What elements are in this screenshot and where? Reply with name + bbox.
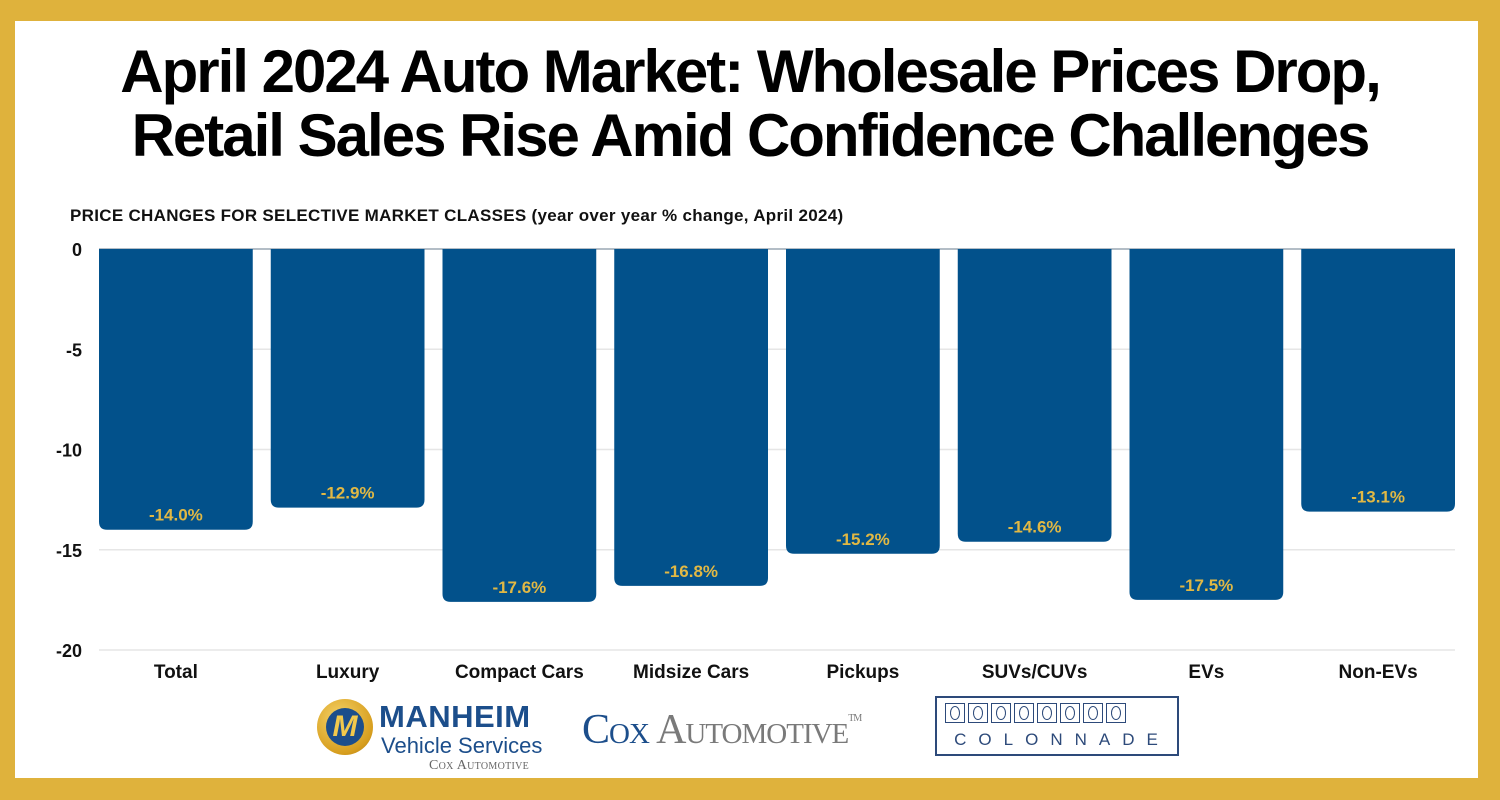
chart-subtitle: PRICE CHANGES FOR SELECTIVE MARKET CLASS… — [70, 206, 844, 225]
x-tick-label: Non-EVs — [1339, 662, 1418, 683]
bar — [442, 249, 597, 602]
automotive-word: Automotive — [648, 707, 849, 753]
data-label: -16.8% — [664, 562, 718, 581]
y-axis-ticks: 0 -5 -10 -15 -20 — [56, 240, 82, 661]
bar — [786, 249, 940, 554]
x-tick-label: Total — [154, 662, 198, 683]
manheim-emblem-icon: M — [317, 699, 373, 755]
bars — [99, 249, 1455, 602]
cox-word: Cox — [582, 707, 650, 753]
page-title: April 2024 Auto Market: Wholesale Prices… — [0, 40, 1500, 168]
bar — [957, 249, 1112, 542]
y-tick-label: -10 — [56, 441, 82, 461]
data-label: -14.6% — [1008, 518, 1062, 537]
data-label: -17.5% — [1179, 576, 1233, 595]
data-label: -17.6% — [492, 578, 546, 597]
y-tick-label: -15 — [56, 541, 82, 561]
data-label: -12.9% — [321, 484, 375, 503]
x-tick-label: Midsize Cars — [633, 662, 749, 683]
data-labels: -14.0% -12.9% -17.6% -16.8% -15.2% -14.6% -17.… — [149, 484, 1405, 597]
data-label: -13.1% — [1351, 488, 1405, 507]
y-tick-label: -20 — [56, 641, 82, 661]
x-tick-label: Luxury — [316, 662, 380, 683]
cox-automotive-logo: Cox AutomotiveTM — [582, 706, 862, 754]
bar — [99, 249, 253, 530]
x-tick-label: EVs — [1188, 662, 1224, 683]
y-tick-label: -5 — [66, 340, 82, 360]
colonnade-logo: COLONNADE — [935, 696, 1179, 756]
manheim-name: MANHEIM — [379, 699, 531, 734]
y-tick-label: 0 — [72, 240, 82, 260]
title-line-2: Retail Sales Rise Amid Confidence Challe… — [131, 102, 1371, 169]
x-tick-label: Compact Cars — [455, 662, 584, 683]
x-axis-ticks: Total Luxury Compact Cars Midsize Cars Picku… — [154, 662, 1418, 683]
x-tick-label: Pickups — [826, 662, 899, 683]
data-label: -15.2% — [836, 530, 890, 549]
data-label: -14.0% — [149, 506, 203, 525]
bar — [1129, 249, 1284, 600]
bar — [614, 249, 768, 586]
bar — [1301, 249, 1455, 512]
title-line-1: April 2024 Auto Market: Wholesale Prices… — [120, 38, 1382, 105]
sponsor-logos: M MANHEIM Vehicle Services Cox Automotiv… — [0, 690, 1500, 775]
manheim-tagline: Vehicle Services — [381, 733, 543, 758]
manheim-parent: Cox Automotive — [429, 758, 530, 773]
colonnade-columns-icon — [945, 703, 1126, 723]
manheim-logo: M MANHEIM Vehicle Services Cox Automotiv… — [317, 695, 567, 775]
colonnade-name: COLONNADE — [954, 730, 1170, 749]
trademark: TM — [848, 713, 862, 724]
x-tick-label: SUVs/CUVs — [982, 662, 1088, 683]
bar — [270, 249, 425, 508]
